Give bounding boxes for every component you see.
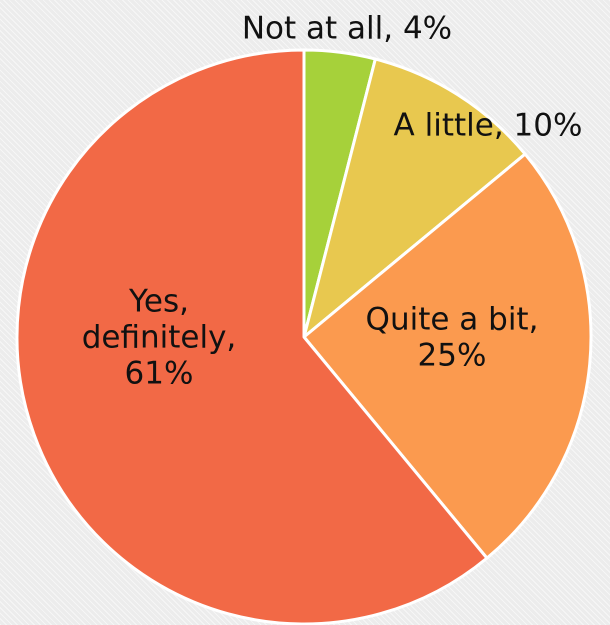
pie-slice-yes-definitely	[15, 48, 489, 625]
slice-label-yes-definitely: Yes, definitely, 61%	[82, 284, 237, 392]
slice-label-a-little: A little, 10%	[394, 108, 583, 144]
slice-label-line: 61%	[125, 356, 194, 392]
slice-label-not-at-all: Not at all, 4%	[242, 11, 452, 47]
pie-slice-a-little	[302, 57, 527, 339]
slice-label-line: A little, 10%	[394, 108, 583, 144]
slice-label-line: 25%	[418, 338, 487, 374]
slices-layer	[15, 48, 593, 625]
slice-label-line: Not at all, 4%	[242, 11, 452, 47]
slice-label-line: Yes,	[128, 284, 189, 320]
labels-layer: Not at all, 4% A little, 10% Quite a bit, 2…	[82, 11, 583, 392]
slice-label-line: Quite a bit,	[366, 302, 539, 338]
pie-slice-quite-a-bit	[302, 152, 593, 560]
slice-label-quite-a-bit: Quite a bit, 25%	[366, 302, 539, 374]
slice-label-line: definitely,	[82, 320, 237, 356]
